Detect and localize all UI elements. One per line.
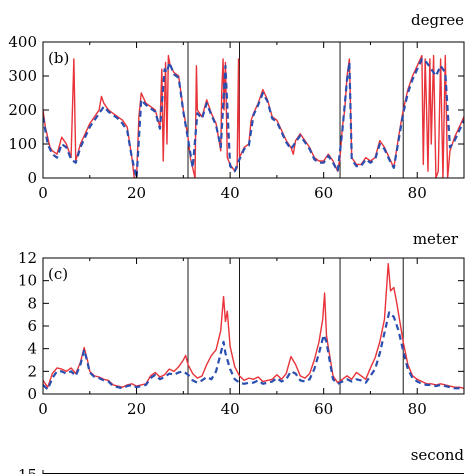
- y-tick-label: 100: [8, 135, 37, 153]
- x-tick-label: 80: [408, 184, 427, 202]
- panel-b-tag: (b): [48, 49, 69, 67]
- y-tick-label: 6: [27, 317, 37, 335]
- panel-c: meter (c) 0 20 40 60 80 0 2 4 6 8 10 12: [18, 230, 465, 418]
- panel-c-tag: (c): [48, 265, 68, 283]
- panel-c-series-dashed-blue: [43, 311, 464, 391]
- x-tick-label: 60: [314, 400, 333, 418]
- x-tick-label: 40: [221, 184, 240, 202]
- y-tick-label: 0: [27, 169, 37, 187]
- x-tick-label: 20: [127, 400, 146, 418]
- y-tick-label: 12: [18, 249, 37, 267]
- unit-label-meter: meter: [413, 230, 459, 248]
- y-tick-label: 200: [8, 101, 37, 119]
- panel-d-partial: second 15: [18, 446, 464, 474]
- panel-d-ytick-label: 15: [18, 466, 37, 474]
- x-tick-label: 40: [221, 400, 240, 418]
- panel-b-series-solid-red: [43, 54, 464, 178]
- x-tick-label: 20: [127, 184, 146, 202]
- y-tick-label: 400: [8, 33, 37, 51]
- y-tick-label: 300: [8, 67, 37, 85]
- x-tick-label: 80: [408, 400, 427, 418]
- panel-c-axes: 0 20 40 60 80 0 2 4 6 8 10 12: [18, 249, 464, 418]
- unit-label-second: second: [411, 446, 465, 464]
- panel-b-plot-area: [43, 42, 464, 178]
- x-tick-label: 60: [314, 184, 333, 202]
- y-tick-label: 0: [27, 385, 37, 403]
- panel-b-axes: 0 20 40 60 80 0 100 200 300 400: [8, 33, 464, 202]
- unit-label-degree: degree: [411, 11, 464, 29]
- panel-b: degree (b) 0 20 40 60 80 0 100 200 300 400: [8, 11, 465, 202]
- y-tick-label: 2: [27, 362, 37, 380]
- x-tick-label: 0: [38, 400, 48, 418]
- y-tick-label: 8: [27, 294, 37, 312]
- panel-c-series-solid-red: [43, 262, 464, 390]
- y-tick-label: 10: [18, 272, 37, 290]
- y-tick-label: 4: [27, 340, 37, 358]
- panel-b-series-dashed-blue: [43, 57, 464, 178]
- x-tick-label: 0: [38, 184, 48, 202]
- panel-c-plot-area: [43, 258, 464, 394]
